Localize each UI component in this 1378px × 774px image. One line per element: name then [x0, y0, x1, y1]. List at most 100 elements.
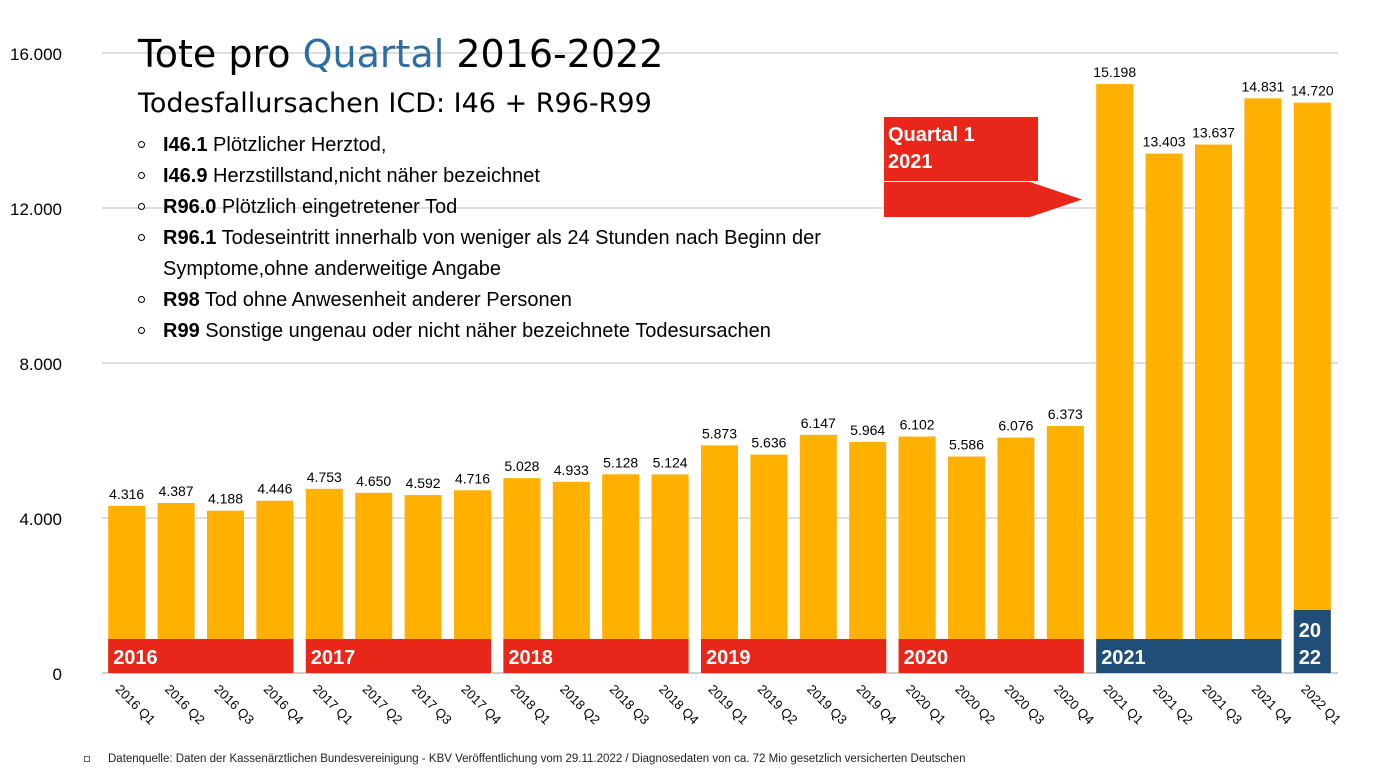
x-tick-label: 2021 Q4 — [1249, 682, 1295, 728]
bar — [849, 441, 887, 673]
year-band — [1293, 610, 1331, 673]
bar-value-label: 4.753 — [307, 469, 342, 485]
x-tick-label: 2020 Q3 — [1002, 682, 1048, 728]
bullet-icon — [138, 203, 145, 210]
bar-value-label: 14.831 — [1241, 78, 1284, 94]
year-band — [305, 639, 491, 673]
year-band-label: 2016 — [113, 647, 158, 669]
year-band — [503, 639, 689, 673]
x-tick-label: 2018 Q2 — [557, 682, 603, 728]
bullet-icon — [138, 296, 145, 303]
y-tick-label: 16.000 — [10, 45, 62, 64]
bar-value-label: 6.373 — [1048, 406, 1083, 422]
bar-value-label: 14.720 — [1291, 83, 1334, 99]
bullet-icon — [138, 327, 145, 334]
x-tick-label: 2019 Q3 — [804, 682, 850, 728]
source-note: Datenquelle: Daten der Kassenärztlichen … — [84, 753, 966, 765]
icd-item: R98 Tod ohne Anwesenheit anderer Persone… — [138, 285, 863, 316]
callout-quartal-1-2021: Quartal 1 2021 — [884, 117, 1038, 181]
y-tick-label: 4.000 — [19, 510, 62, 529]
bar-value-label: 5.124 — [653, 454, 688, 470]
bar — [1046, 426, 1084, 673]
year-band — [108, 639, 294, 673]
square-bullet-icon — [84, 755, 90, 762]
y-tick-label: 8.000 — [19, 355, 62, 374]
callout-line1: Quartal 1 — [888, 124, 975, 146]
x-tick-label: 2016 Q3 — [211, 682, 257, 728]
bar-value-label: 4.387 — [159, 483, 194, 499]
icd-item: R99 Sonstige ungenau oder nicht näher be… — [138, 316, 863, 347]
bar — [799, 434, 837, 673]
bar — [701, 445, 738, 673]
icd-item: I46.9 Herzstillstand,nicht näher bezeich… — [138, 161, 863, 192]
x-tick-label: 2018 Q3 — [607, 682, 653, 728]
x-tick-label: 2016 Q2 — [162, 682, 208, 728]
bullet-icon — [138, 141, 145, 148]
x-tick-label: 2021 Q2 — [1150, 682, 1196, 728]
bar-value-label: 4.933 — [554, 462, 589, 478]
bar — [1195, 144, 1232, 673]
icd-item: I46.1 Plötzlicher Herztod, — [138, 130, 863, 161]
bar-value-label: 5.964 — [850, 422, 885, 438]
year-band — [898, 639, 1084, 673]
bar — [750, 454, 788, 673]
bar — [1244, 98, 1282, 673]
chart-subtitle: Todesfallursachen ICD: I46 + R96-R99 — [138, 88, 652, 119]
callout-line2: 2021 — [888, 151, 933, 173]
year-band-label: 2020 — [904, 647, 949, 669]
callout-arrow-icon — [884, 182, 1082, 217]
x-tick-label: 2017 Q1 — [310, 682, 356, 728]
bullet-icon — [138, 172, 145, 179]
bar-value-label: 13.403 — [1143, 134, 1186, 150]
year-band-label: 20 — [1299, 620, 1321, 642]
bar — [1293, 102, 1331, 674]
x-tick-label: 2017 Q4 — [458, 682, 504, 728]
x-tick-label: 2019 Q1 — [705, 682, 751, 728]
bar-value-label: 15.198 — [1093, 64, 1136, 80]
x-tick-label: 2016 Q1 — [113, 682, 159, 728]
year-band-label: 2019 — [706, 647, 751, 669]
x-tick-label: 2018 Q4 — [656, 682, 702, 728]
bar-value-label: 5.873 — [702, 425, 737, 441]
bar-value-label: 6.076 — [998, 418, 1033, 434]
x-tick-label: 2021 Q3 — [1199, 682, 1245, 728]
bar-value-label: 6.147 — [801, 415, 836, 431]
x-tick-label: 2019 Q2 — [755, 682, 801, 728]
year-band — [1096, 639, 1282, 673]
y-tick-label: 12.000 — [10, 200, 62, 219]
bullet-icon — [138, 234, 145, 241]
bar-value-label: 5.636 — [751, 435, 786, 451]
bar-value-label: 6.102 — [900, 417, 935, 433]
x-tick-label: 2017 Q3 — [409, 682, 455, 728]
bar-value-label: 5.028 — [504, 458, 539, 474]
year-band-label: 2021 — [1101, 647, 1146, 669]
bar — [1145, 153, 1183, 674]
x-tick-label: 2020 Q4 — [1051, 682, 1097, 728]
x-tick-label: 2018 Q1 — [508, 682, 554, 728]
bar-value-label: 13.637 — [1192, 125, 1235, 141]
bar-value-label: 4.316 — [109, 486, 144, 502]
bar — [997, 437, 1035, 673]
year-band-label: 2018 — [508, 647, 553, 669]
bar-value-label: 4.188 — [208, 491, 243, 507]
bar-value-label: 4.592 — [406, 475, 441, 491]
bar-value-label: 4.716 — [455, 470, 490, 486]
bar — [898, 436, 936, 673]
bar-value-label: 4.650 — [356, 473, 391, 489]
bar — [948, 456, 985, 673]
x-tick-label: 2020 Q1 — [903, 682, 949, 728]
icd-code-list: I46.1 Plötzlicher Herztod, I46.9 Herzsti… — [138, 130, 863, 347]
icd-item: R96.1 Todeseintritt innerhalb von wenige… — [138, 223, 863, 285]
x-tick-label: 2017 Q2 — [360, 682, 406, 728]
x-tick-label: 2019 Q4 — [854, 682, 900, 728]
year-band — [701, 639, 887, 673]
bar-value-label: 5.586 — [949, 437, 984, 453]
chart-title: Tote pro Quartal 2016-2022 — [138, 32, 664, 76]
bar-value-label: 5.128 — [603, 454, 638, 470]
bar — [1096, 84, 1134, 673]
year-band-label: 2017 — [311, 647, 356, 669]
x-tick-label: 2021 Q1 — [1101, 682, 1147, 728]
year-band-label: 22 — [1299, 647, 1321, 669]
icd-item: R96.0 Plötzlich eingetretener Tod — [138, 192, 863, 223]
